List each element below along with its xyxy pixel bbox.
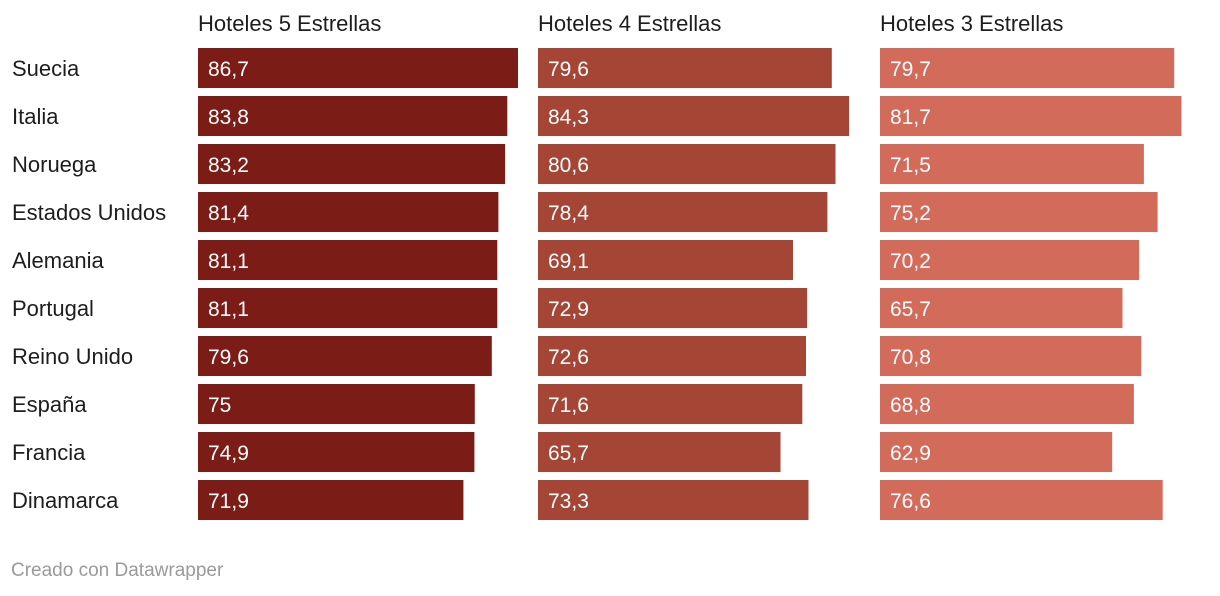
row-label-espana: España bbox=[12, 392, 87, 417]
row-label-suecia: Suecia bbox=[12, 56, 80, 81]
bar-value-5-stars-dinamarca: 71,9 bbox=[208, 490, 249, 513]
bar-4-stars-portugal bbox=[538, 288, 808, 328]
bar-value-4-stars-francia: 65,7 bbox=[548, 442, 589, 465]
bar-value-3-stars-suecia: 79,7 bbox=[890, 58, 931, 81]
bar-5-stars-italia bbox=[198, 96, 508, 136]
row-label-italia: Italia bbox=[12, 104, 59, 129]
bar-value-3-stars-espana: 68,8 bbox=[890, 394, 931, 417]
bar-value-4-stars-dinamarca: 73,3 bbox=[548, 490, 589, 513]
bar-3-stars-estados-unidos bbox=[880, 192, 1158, 232]
bar-value-3-stars-portugal: 65,7 bbox=[890, 298, 931, 321]
bar-value-3-stars-alemania: 70,2 bbox=[890, 250, 931, 273]
bar-value-5-stars-suecia: 86,7 bbox=[208, 58, 249, 81]
bar-value-3-stars-reino-unido: 70,8 bbox=[890, 346, 931, 369]
bar-5-stars-noruega bbox=[198, 144, 506, 184]
bar-value-4-stars-suecia: 79,6 bbox=[548, 58, 589, 81]
bar-4-stars-noruega bbox=[538, 144, 836, 184]
bar-chart: Suecia Italia Noruega Estados Unidos Alemani… bbox=[12, 11, 1182, 520]
bar-5-stars-espana bbox=[198, 384, 475, 424]
bar-4-stars-suecia bbox=[538, 48, 832, 88]
bar-value-5-stars-portugal: 81,1 bbox=[208, 298, 249, 321]
bar-3-stars-portugal bbox=[880, 288, 1123, 328]
row-label-portugal: Portugal bbox=[12, 296, 94, 321]
bar-3-stars-suecia bbox=[880, 48, 1175, 88]
bar-4-stars-reino-unido bbox=[538, 336, 806, 376]
bar-3-stars-italia bbox=[880, 96, 1182, 136]
bar-3-stars-alemania bbox=[880, 240, 1140, 280]
row-label-estados-unidos: Estados Unidos bbox=[12, 200, 166, 225]
bar-value-4-stars-noruega: 80,6 bbox=[548, 154, 589, 177]
bar-value-4-stars-italia: 84,3 bbox=[548, 106, 589, 129]
bar-3-stars-reino-unido bbox=[880, 336, 1142, 376]
bar-4-stars-alemania bbox=[538, 240, 793, 280]
row-label-dinamarca: Dinamarca bbox=[12, 488, 119, 513]
bar-value-3-stars-francia: 62,9 bbox=[890, 442, 931, 465]
bar-3-stars-noruega bbox=[880, 144, 1144, 184]
column-title-4-stars: Hoteles 4 Estrellas bbox=[538, 11, 721, 36]
column-title-5-stars: Hoteles 5 Estrellas bbox=[198, 11, 381, 36]
bar-5-stars-estados-unidos bbox=[198, 192, 499, 232]
credit-text: Creado con Datawrapper bbox=[11, 560, 224, 581]
bar-value-5-stars-espana: 75 bbox=[208, 394, 231, 417]
bar-value-5-stars-noruega: 83,2 bbox=[208, 154, 249, 177]
bar-5-stars-francia bbox=[198, 432, 475, 472]
bar-3-stars-espana bbox=[880, 384, 1134, 424]
bar-value-3-stars-italia: 81,7 bbox=[890, 106, 931, 129]
bar-4-stars-italia bbox=[538, 96, 850, 136]
bar-4-stars-estados-unidos bbox=[538, 192, 828, 232]
bar-value-5-stars-francia: 74,9 bbox=[208, 442, 249, 465]
bar-value-4-stars-portugal: 72,9 bbox=[548, 298, 589, 321]
column-title-3-stars: Hoteles 3 Estrellas bbox=[880, 11, 1063, 36]
row-label-noruega: Noruega bbox=[12, 152, 97, 177]
row-label-alemania: Alemania bbox=[12, 248, 104, 273]
bar-value-3-stars-estados-unidos: 75,2 bbox=[890, 202, 931, 225]
bar-value-4-stars-reino-unido: 72,6 bbox=[548, 346, 589, 369]
bar-4-stars-dinamarca bbox=[538, 480, 809, 520]
bar-3-stars-dinamarca bbox=[880, 480, 1163, 520]
bar-5-stars-reino-unido bbox=[198, 336, 492, 376]
bar-5-stars-alemania bbox=[198, 240, 498, 280]
bar-value-3-stars-dinamarca: 76,6 bbox=[890, 490, 931, 513]
row-label-francia: Francia bbox=[12, 440, 86, 465]
bar-value-4-stars-alemania: 69,1 bbox=[548, 250, 589, 273]
bar-5-stars-dinamarca bbox=[198, 480, 464, 520]
bar-4-stars-espana bbox=[538, 384, 803, 424]
bar-value-5-stars-reino-unido: 79,6 bbox=[208, 346, 249, 369]
bar-5-stars-suecia bbox=[198, 48, 518, 88]
bar-value-4-stars-estados-unidos: 78,4 bbox=[548, 202, 589, 225]
bar-value-4-stars-espana: 71,6 bbox=[548, 394, 589, 417]
bar-4-stars-francia bbox=[538, 432, 781, 472]
bar-value-5-stars-italia: 83,8 bbox=[208, 106, 249, 129]
bar-3-stars-francia bbox=[880, 432, 1113, 472]
bar-value-5-stars-alemania: 81,1 bbox=[208, 250, 249, 273]
bar-value-5-stars-estados-unidos: 81,4 bbox=[208, 202, 249, 225]
row-label-reino-unido: Reino Unido bbox=[12, 344, 133, 369]
bar-5-stars-portugal bbox=[198, 288, 498, 328]
bar-value-3-stars-noruega: 71,5 bbox=[890, 154, 931, 177]
